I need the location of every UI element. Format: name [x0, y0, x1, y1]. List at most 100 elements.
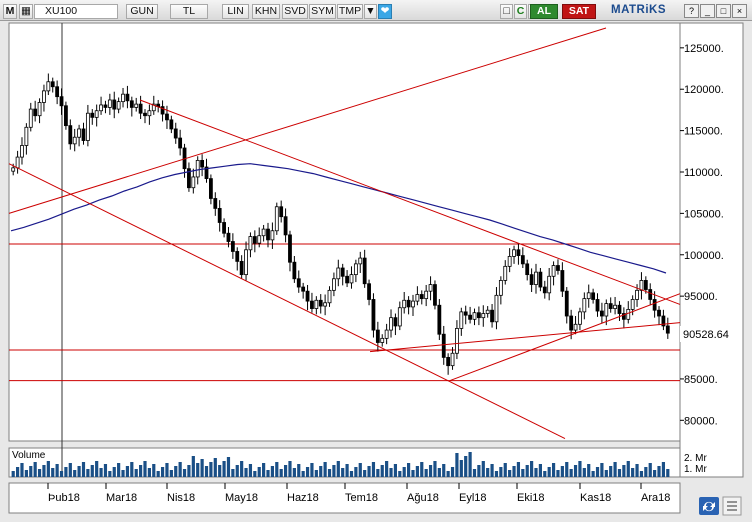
grid-icon[interactable]: ▦	[19, 4, 33, 19]
volume-bar	[393, 464, 398, 477]
volume-bar	[345, 464, 349, 477]
candle-body	[626, 308, 631, 320]
candle-body	[411, 300, 415, 308]
y-tick-label: 110000.	[684, 167, 723, 179]
minimize-icon[interactable]: _	[700, 4, 715, 18]
candle-body	[600, 310, 604, 317]
volume-bar	[327, 469, 332, 477]
candle-body	[274, 206, 279, 232]
volume-bar	[248, 464, 253, 477]
sym-button[interactable]: SYM	[309, 4, 336, 19]
candle-body	[327, 289, 332, 304]
volume-bar	[266, 470, 270, 477]
candle-body	[283, 216, 288, 236]
volume-bar	[578, 461, 582, 477]
candle-body	[551, 265, 556, 277]
volume-bar	[200, 459, 204, 477]
y-axis-panel	[679, 22, 744, 478]
candle-body	[393, 317, 398, 327]
help-icon[interactable]: ?	[684, 4, 699, 18]
symbol-input[interactable]: XU100	[34, 4, 118, 19]
brand-logo: MATRiKS	[611, 4, 667, 16]
candle-body	[564, 290, 569, 317]
volume-bar	[477, 465, 481, 477]
volume-bar	[257, 467, 261, 477]
candle-body	[595, 299, 600, 312]
svd-button[interactable]: SVD	[282, 4, 308, 19]
candle-body	[643, 280, 648, 290]
volume-bar	[187, 465, 191, 477]
x-tick-label: Eki18	[517, 492, 545, 504]
candle-body	[424, 290, 429, 300]
volume-bar	[174, 466, 178, 477]
candle-body	[28, 108, 33, 128]
candle-body	[261, 228, 266, 237]
volume-bar	[218, 465, 222, 477]
candle-body	[538, 271, 543, 288]
dropdown-icon[interactable]: ▼	[364, 4, 377, 19]
candle-body	[463, 311, 468, 316]
last-price-label: 90528.64	[683, 329, 729, 341]
candle-body	[402, 299, 407, 309]
volume-bar	[521, 469, 525, 477]
candle-body	[213, 198, 218, 209]
volume-bar	[622, 465, 626, 477]
volume-bar	[46, 461, 50, 477]
candle-body	[187, 168, 191, 189]
volume-bar	[139, 465, 143, 477]
sell-button[interactable]: SAT	[562, 4, 596, 19]
volume-bar	[380, 465, 384, 477]
trend-line	[369, 322, 681, 353]
sync-icon[interactable]	[699, 497, 719, 515]
refresh-icon[interactable]: C	[514, 4, 527, 19]
volume-bar	[143, 461, 147, 477]
volume-bar	[587, 464, 591, 477]
volume-bar	[551, 463, 556, 477]
volume-bar	[275, 462, 279, 477]
volume-bar	[371, 462, 376, 477]
candle-body	[129, 100, 134, 108]
candle-body	[90, 112, 95, 118]
candle-body	[77, 128, 81, 138]
volume-bar	[165, 463, 169, 477]
volume-bar	[503, 463, 507, 477]
volume-bar	[547, 467, 551, 477]
candle-body	[46, 81, 51, 92]
candle-body	[165, 113, 169, 121]
trend-line	[8, 27, 607, 214]
period-button[interactable]: GUN	[126, 4, 158, 19]
candle-body	[68, 125, 73, 145]
tmp-button[interactable]: TMP	[337, 4, 363, 19]
x-tick-label: Eyl18	[459, 492, 487, 504]
candle-body	[314, 299, 319, 309]
volume-bar	[117, 463, 121, 477]
candle-body	[389, 317, 393, 331]
close-icon[interactable]: ×	[732, 4, 747, 18]
maximize-icon[interactable]: □	[716, 4, 731, 18]
currency-button[interactable]: TL	[170, 4, 208, 19]
menu-m-button[interactable]: M	[3, 4, 17, 19]
candle-body	[138, 103, 143, 114]
twitter-icon[interactable]: ❤	[378, 4, 392, 19]
volume-bar	[152, 464, 156, 477]
window-icon[interactable]: □	[500, 4, 513, 19]
candle-body	[64, 105, 68, 127]
volume-bar	[108, 471, 112, 477]
candle-body	[481, 313, 486, 319]
candle-body	[503, 265, 508, 281]
volume-bar	[433, 461, 437, 477]
volume-bar	[538, 464, 542, 477]
candle-body	[112, 99, 117, 110]
volume-bar	[77, 466, 81, 477]
buy-button[interactable]: AL	[530, 4, 558, 19]
volume-bar	[156, 471, 160, 477]
volume-bar	[349, 471, 354, 477]
scale-button[interactable]: LIN	[222, 4, 249, 19]
volume-bar	[95, 461, 99, 477]
candle-body	[648, 289, 653, 300]
x-tick-label: Ağu18	[407, 492, 439, 504]
khn-button[interactable]: KHN	[252, 4, 280, 19]
candle-body	[204, 166, 209, 180]
list-icon[interactable]	[722, 496, 742, 516]
volume-bar	[468, 452, 472, 477]
